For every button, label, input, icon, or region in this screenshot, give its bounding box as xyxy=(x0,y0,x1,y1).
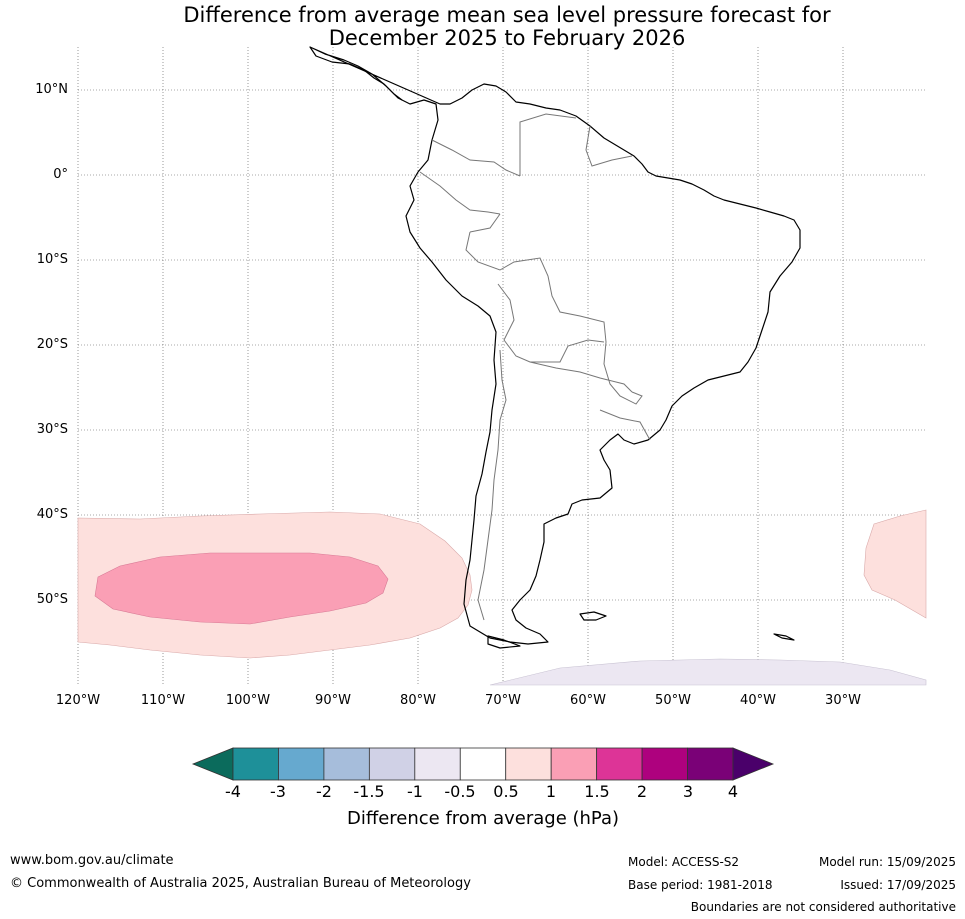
colorbar-cell xyxy=(323,747,370,781)
anomaly-fields xyxy=(77,509,927,686)
colorbar-tick: -1 xyxy=(407,782,423,801)
colorbar-cell xyxy=(414,747,461,781)
anomaly-region-0.5-1-east xyxy=(863,509,927,619)
map-title: Difference from average mean sea level p… xyxy=(0,4,965,50)
lon-label: 50°W xyxy=(655,693,691,708)
lon-label: 40°W xyxy=(740,693,776,708)
lat-label: 40°S xyxy=(36,507,68,522)
coastlines xyxy=(309,46,801,649)
colorbar-tick: 0.5 xyxy=(493,782,519,801)
model-text: Model: ACCESS-S2 xyxy=(628,855,740,869)
lon-label: 30°W xyxy=(825,693,861,708)
lat-label: 20°S xyxy=(36,337,68,352)
lon-label: 70°W xyxy=(485,693,521,708)
colorbar-tick: -3 xyxy=(270,782,286,801)
colorbar-tick: -2 xyxy=(316,782,332,801)
colorbar-cell xyxy=(550,747,598,781)
colorbar-cell xyxy=(232,747,279,781)
south-america-coastline xyxy=(309,46,801,645)
anomaly-region-neg0.5-neg1-south xyxy=(489,658,927,686)
colorbar-tick: -0.5 xyxy=(444,782,476,801)
model-run-text: Model run: 15/09/2025 xyxy=(818,855,956,869)
lon-label: 80°W xyxy=(400,693,436,708)
country-borders xyxy=(419,113,651,621)
colorbar-cell xyxy=(459,747,507,781)
colorbar-high-extend xyxy=(732,747,775,781)
lat-label: 50°S xyxy=(36,592,68,607)
colorbar-label: Difference from average (hPa) xyxy=(346,808,620,829)
website-link[interactable]: www.bom.gov.au/climate xyxy=(10,853,174,868)
lon-label: 90°W xyxy=(315,693,351,708)
lat-label: 0° xyxy=(53,167,68,182)
tierra-del-fuego xyxy=(487,635,521,649)
colorbar-cell xyxy=(505,747,552,781)
anomaly-region-1-1.5 xyxy=(94,552,389,625)
colorbar-tick: 1.5 xyxy=(584,782,610,801)
base-period-text: Base period: 1981-2018 xyxy=(628,878,773,892)
south-georgia xyxy=(773,633,795,641)
map-title-line2: December 2025 to February 2026 xyxy=(328,26,686,50)
colorbar xyxy=(191,747,775,781)
central-america-coastline xyxy=(309,46,403,101)
falkland-islands xyxy=(579,611,607,621)
colorbar-cell xyxy=(596,747,643,781)
colorbar-tick: -4 xyxy=(225,782,241,801)
colorbar-low-extend xyxy=(191,747,234,781)
lon-label: 120°W xyxy=(55,693,101,708)
disclaimer-text: Boundaries are not considered authoritat… xyxy=(690,900,956,914)
colorbar-tick: 4 xyxy=(727,782,739,801)
lon-label: 110°W xyxy=(140,693,186,708)
colorbar-tick: -1.5 xyxy=(353,782,385,801)
lat-label: 10°N xyxy=(35,82,68,97)
lat-label: 10°S xyxy=(36,252,68,267)
colorbar-cell xyxy=(278,747,325,781)
lon-label: 100°W xyxy=(225,693,271,708)
colorbar-tick: 2 xyxy=(636,782,648,801)
issued-text: Issued: 17/09/2025 xyxy=(840,878,956,892)
colorbar-tick: 3 xyxy=(682,782,694,801)
copyright-text: © Commonwealth of Australia 2025, Austra… xyxy=(10,876,471,891)
colorbar-cell xyxy=(368,747,416,781)
map-title-line1: Difference from average mean sea level p… xyxy=(183,3,831,27)
lon-label: 60°W xyxy=(570,693,606,708)
colorbar-cell xyxy=(687,747,734,781)
lat-label: 30°S xyxy=(36,422,68,437)
colorbar-tick: 1 xyxy=(545,782,557,801)
colorbar-cell xyxy=(641,747,688,781)
